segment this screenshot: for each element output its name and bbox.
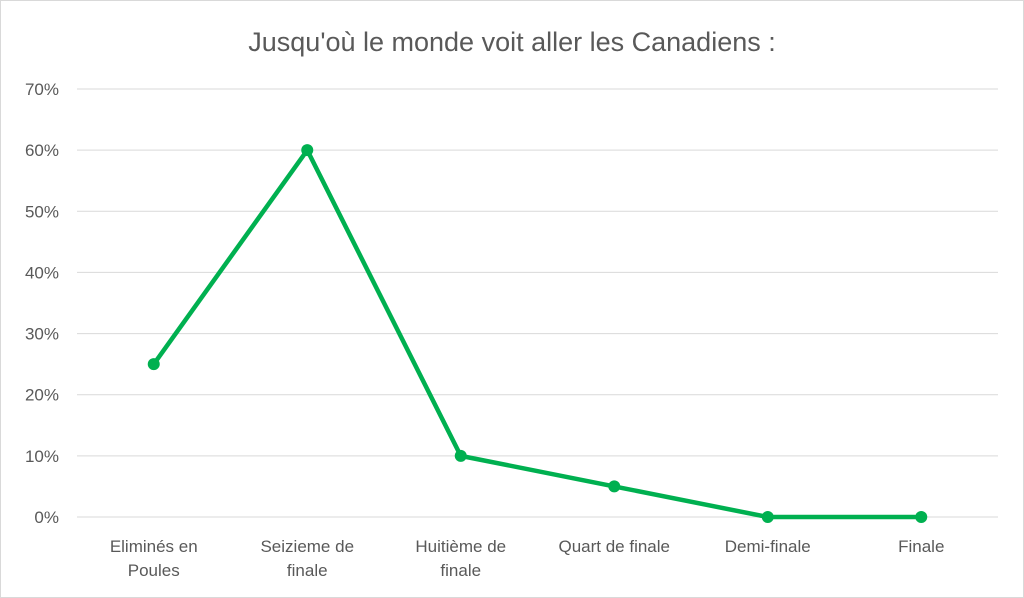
y-tick-label: 40% — [25, 263, 59, 282]
y-tick-label: 60% — [25, 141, 59, 160]
x-tick-label: Eliminés en Poules — [110, 537, 198, 580]
data-point — [761, 511, 774, 523]
x-tick-label: Demi-finale — [725, 537, 811, 556]
y-tick-label: 70% — [25, 80, 59, 99]
x-axis-ticks: Eliminés en Poules Seizieme de finale Huitiè… — [110, 537, 945, 580]
data-point — [301, 144, 314, 157]
y-tick-label: 20% — [25, 386, 59, 405]
y-tick-label: 50% — [25, 202, 59, 221]
chart-title: Jusqu'où le monde voit aller les Canadie… — [248, 27, 775, 57]
y-axis-ticks: 0% 10% 20% 30% 40% 50% 60% 70% — [25, 80, 59, 527]
x-tick-label: Huitième de finale — [415, 537, 506, 580]
gridlines — [77, 88, 998, 518]
y-tick-label: 0% — [34, 508, 59, 527]
data-point — [454, 449, 467, 462]
y-tick-label: 10% — [25, 447, 59, 466]
series-layer — [147, 144, 928, 523]
series-line — [151, 147, 924, 520]
x-tick-label: Quart de finale — [558, 537, 670, 556]
data-point — [608, 480, 621, 493]
y-tick-label: 30% — [25, 325, 59, 344]
data-point — [147, 358, 160, 371]
x-tick-label: Seizieme de finale — [260, 537, 354, 580]
x-tick-label: Finale — [898, 537, 944, 556]
data-point — [915, 511, 928, 523]
